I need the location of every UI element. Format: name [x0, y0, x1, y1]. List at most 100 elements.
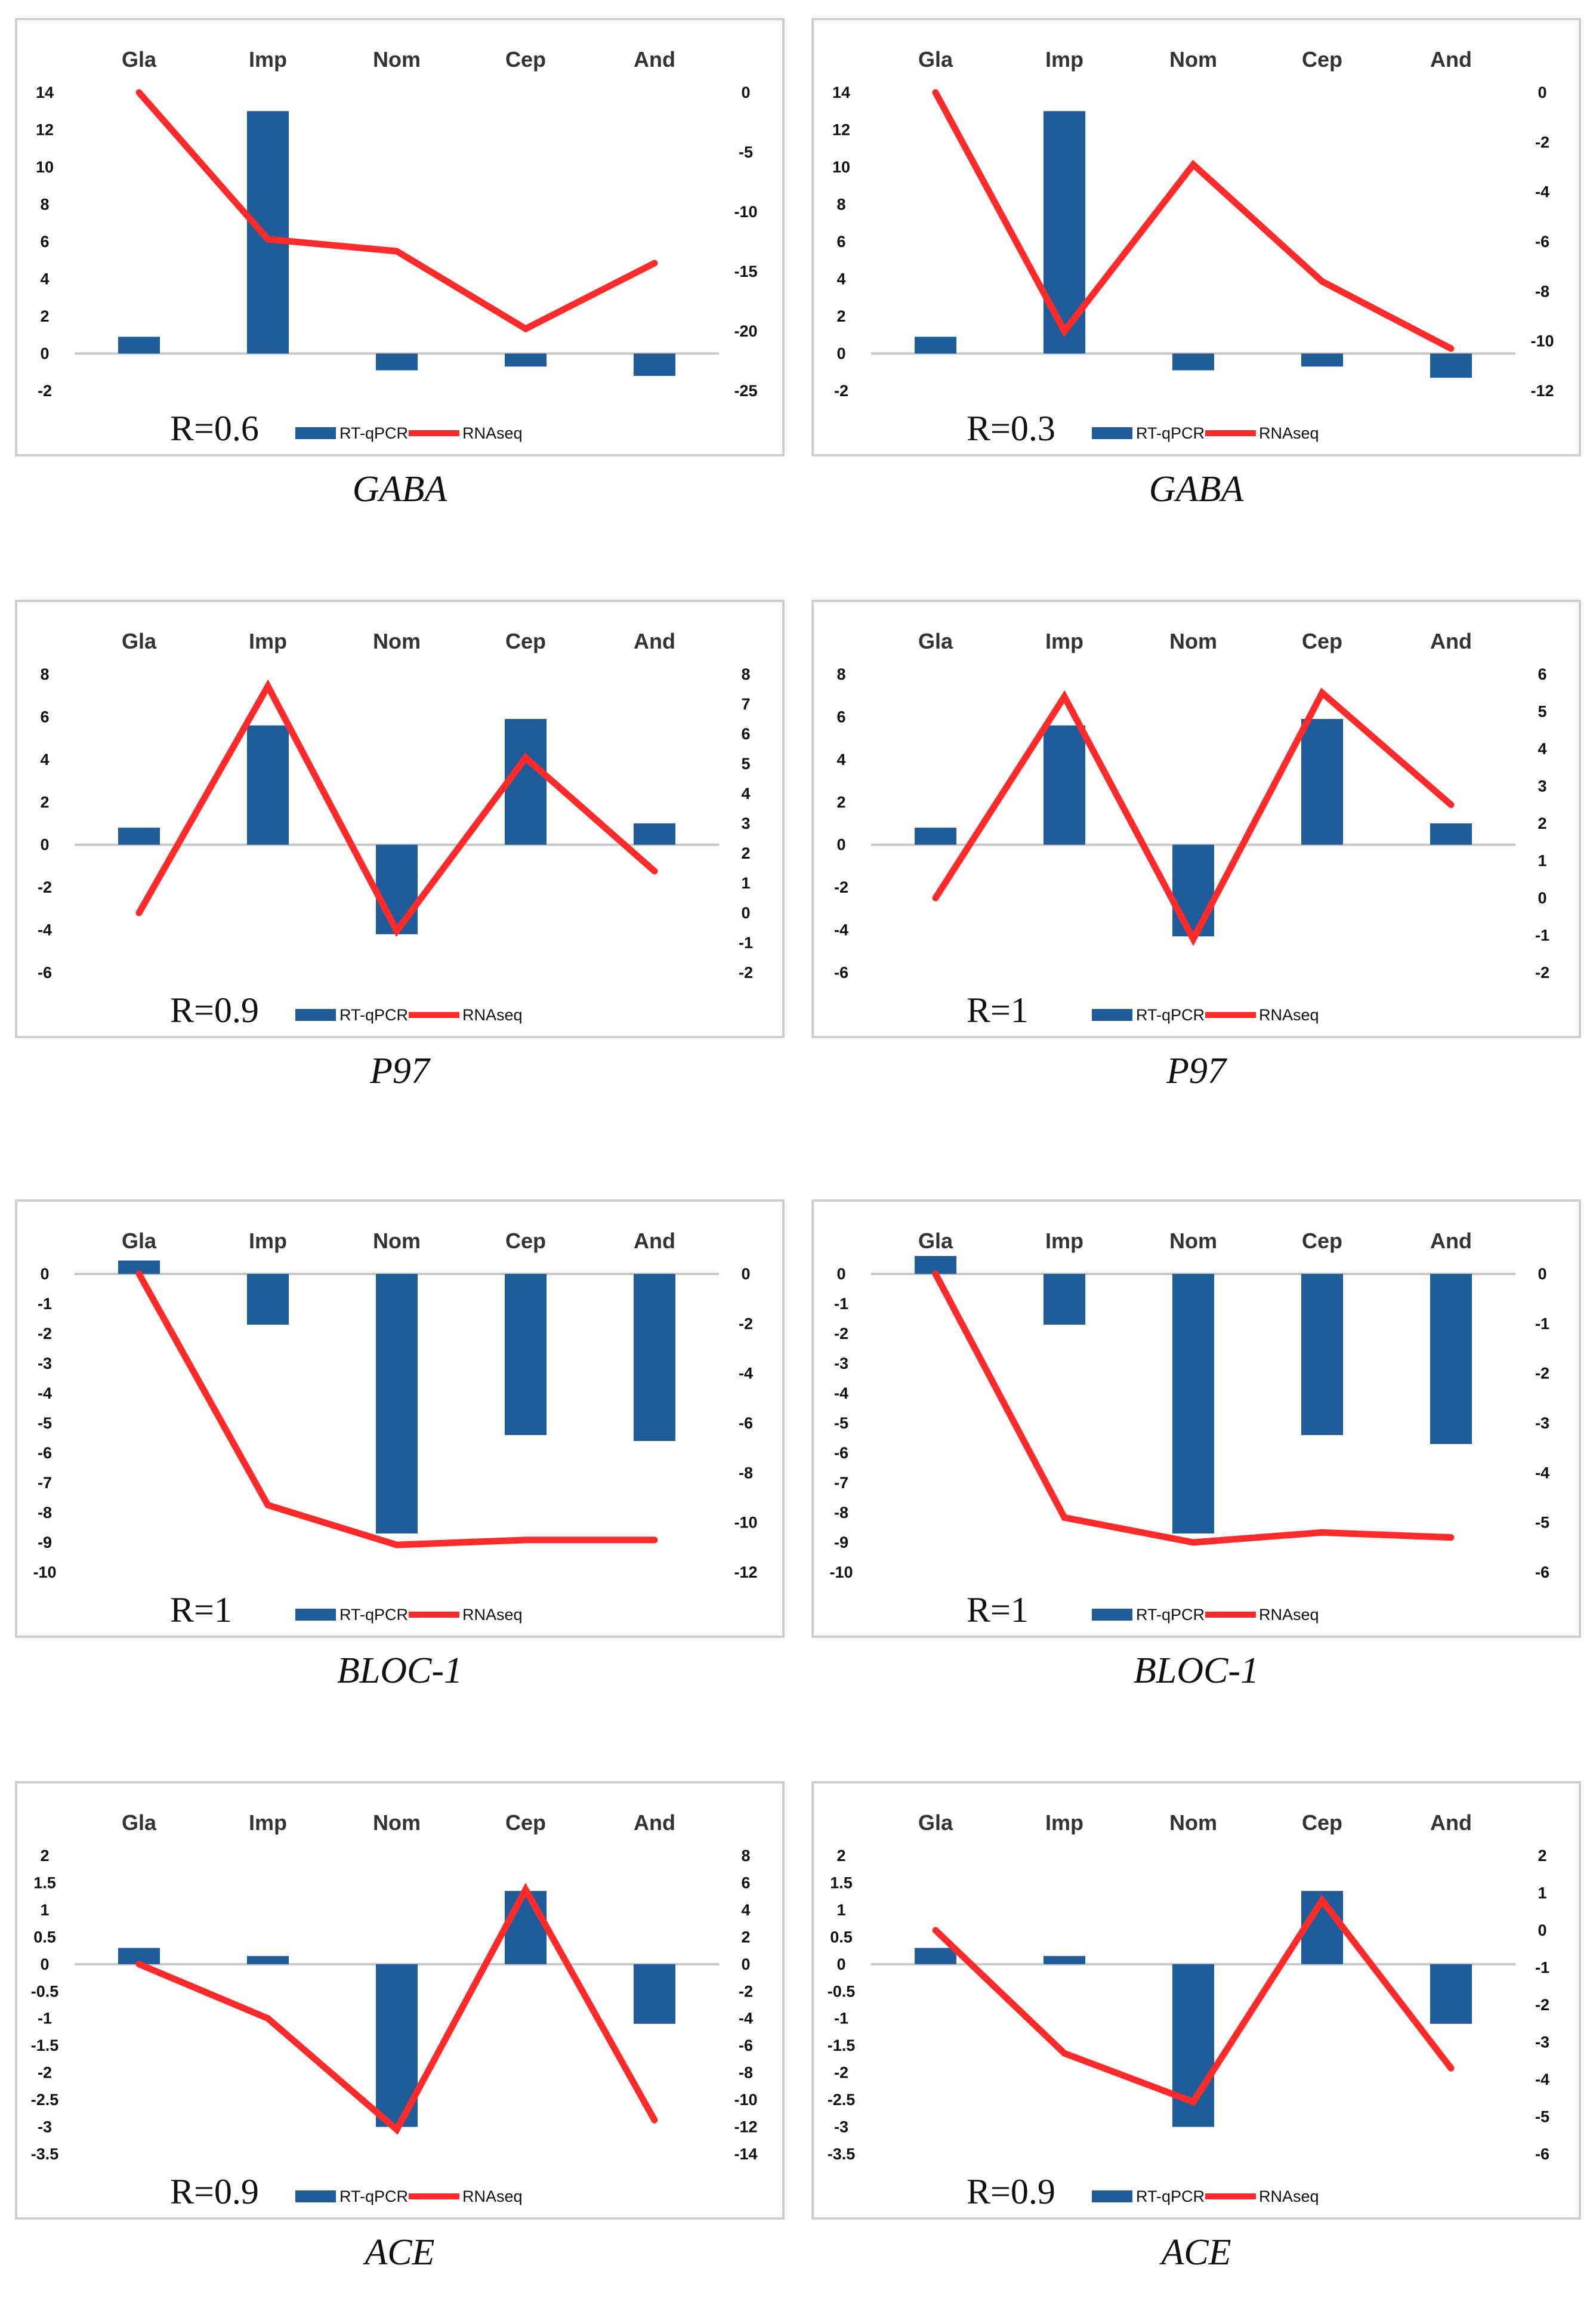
left-tick-label: -5	[834, 1414, 848, 1432]
left-tick-label: -7	[834, 1474, 848, 1492]
left-tick-label: -3.5	[828, 2145, 856, 2163]
left-tick-label: -9	[38, 1533, 52, 1551]
bar-imp	[247, 725, 289, 845]
legend: RT-qPCR RNAseq	[295, 424, 523, 442]
right-tick-label: 1	[1538, 1884, 1546, 1902]
right-tick-label: -2	[739, 1982, 753, 2000]
right-tick-label: 0	[1538, 1265, 1546, 1283]
chart-panel-5: -10 -9 -8 -7 -6 -5 -4 -3 -2 -1 0 -12 -10 -8 -6 -4 -2 0 Gla…	[15, 1199, 785, 1704]
bar-and	[634, 823, 675, 845]
left-tick-label: 14	[36, 84, 54, 101]
left-tick-label: -5	[38, 1414, 52, 1432]
left-tick-label: -2	[38, 2064, 52, 2082]
right-tick-label: 6	[1538, 665, 1546, 683]
category-label-cep: Cep	[505, 629, 546, 653]
left-tick-label: 12	[832, 121, 850, 139]
legend-bar-label: RT-qPCR	[339, 424, 408, 442]
left-tick-label: 2	[836, 1847, 845, 1865]
left-tick-label: -0.5	[828, 1982, 856, 2000]
bar-cep	[505, 1274, 547, 1435]
bar-cep	[1301, 353, 1343, 367]
legend-bar-swatch	[1092, 1609, 1132, 1621]
left-tick-label: 8	[40, 665, 49, 683]
category-label-gla: Gla	[918, 1810, 953, 1835]
left-tick-label: -3	[38, 1354, 52, 1372]
correlation-label: R=1	[967, 990, 1029, 1030]
left-tick-label: -1	[38, 1295, 52, 1313]
left-tick-label: 8	[836, 196, 845, 214]
legend-bar-swatch	[295, 2190, 336, 2202]
legend: RT-qPCR RNAseq	[295, 1006, 523, 1024]
category-label-cep: Cep	[505, 1229, 546, 1253]
category-label-nom: Nom	[1169, 1229, 1217, 1253]
rnaseq-line	[135, 89, 658, 333]
right-tick-label: -14	[734, 2145, 757, 2163]
correlation-label: R=0.9	[170, 990, 259, 1030]
legend: RT-qPCR RNAseq	[1092, 2187, 1319, 2205]
right-tick-label: -1	[739, 934, 753, 952]
legend-line-label: RNAseq	[1259, 2187, 1319, 2205]
right-tick-label: -2	[1535, 1365, 1549, 1383]
right-tick-label: 5	[741, 755, 750, 773]
chart-svg: -6 -4 -2 0 2 4 6 8 -2 -1 0 1 2 3 4 5 6 7 8 Gla Imp Nom Cep And R…	[15, 600, 785, 1038]
category-label-and: And	[634, 1810, 675, 1835]
correlation-label: R=0.3	[967, 409, 1055, 448]
category-label-imp: Imp	[249, 629, 287, 653]
bar-cep	[505, 353, 547, 367]
legend: RT-qPCR RNAseq	[1092, 1606, 1319, 1624]
bar-nom	[376, 844, 418, 934]
category-label-cep: Cep	[1302, 1229, 1342, 1253]
left-tick-label: 0	[40, 345, 49, 363]
right-tick-label: -8	[739, 2064, 753, 2082]
bar-and	[634, 1964, 675, 2024]
correlation-label: R=0.9	[170, 2172, 259, 2211]
bar-nom	[376, 1274, 418, 1533]
left-tick-label: 0	[40, 1265, 49, 1283]
category-label-and: And	[1430, 629, 1472, 653]
right-tick-label: 0	[741, 1955, 750, 1973]
bar-cep	[505, 1891, 547, 1964]
chart-panel-3: -6 -4 -2 0 2 4 6 8 -2 -1 0 1 2 3 4 5 6 7 8 Gla Imp Nom Cep And R…	[15, 600, 785, 1104]
left-tick-label: -8	[834, 1504, 848, 1522]
right-tick-label: -8	[1535, 282, 1549, 300]
gene-caption: GABA	[352, 469, 447, 510]
legend-bar-label: RT-qPCR	[1136, 2187, 1205, 2205]
left-tick-label: -6	[834, 964, 848, 982]
rnaseq-line	[932, 1894, 1455, 2106]
rnaseq-line	[932, 1270, 1455, 1546]
right-tick-label: 0	[741, 904, 750, 922]
correlation-label: R=0.6	[170, 409, 259, 448]
right-tick-label: 8	[741, 1847, 750, 1865]
legend-bar-label: RT-qPCR	[339, 1606, 408, 1624]
chart-panel-2: -2 0 2 4 6 8 10 12 14 -12 -10 -8 -6 -4 -2 0 Gla Imp Nom Cep…	[811, 18, 1581, 522]
right-tick-label: -15	[734, 263, 757, 280]
right-tick-label: 0	[1538, 1921, 1546, 1939]
bar-and	[634, 353, 675, 376]
left-tick-label: -3.5	[31, 2145, 59, 2163]
legend-line-label: RNAseq	[1259, 1606, 1319, 1624]
right-tick-label: -8	[739, 1464, 753, 1482]
correlation-label: R=1	[170, 1590, 232, 1630]
rnaseq-line	[135, 1270, 658, 1548]
category-label-imp: Imp	[1045, 1810, 1083, 1835]
right-tick-label: -4	[1535, 183, 1549, 201]
bar-gla	[915, 1948, 956, 1964]
left-tick-label: 6	[40, 233, 49, 251]
gene-caption: P97	[1166, 1051, 1226, 1091]
legend-bar-swatch	[1092, 2190, 1132, 2202]
right-tick-label: -1	[1535, 1959, 1549, 1977]
legend-bar-label: RT-qPCR	[1136, 424, 1205, 442]
left-tick-label: 2	[40, 307, 49, 325]
gene-caption: BLOC-1	[337, 1650, 463, 1691]
legend-bar-swatch	[295, 1009, 336, 1021]
legend-bar-swatch	[1092, 1009, 1132, 1021]
right-tick-label: 0	[741, 84, 750, 101]
right-tick-label: 0	[1538, 889, 1546, 907]
left-tick-label: 4	[40, 751, 49, 769]
chart-frame	[15, 600, 785, 1038]
left-tick-label: -2	[38, 1325, 52, 1343]
left-tick-label: 0.5	[33, 1928, 56, 1946]
right-tick-label: 0	[741, 1265, 750, 1283]
